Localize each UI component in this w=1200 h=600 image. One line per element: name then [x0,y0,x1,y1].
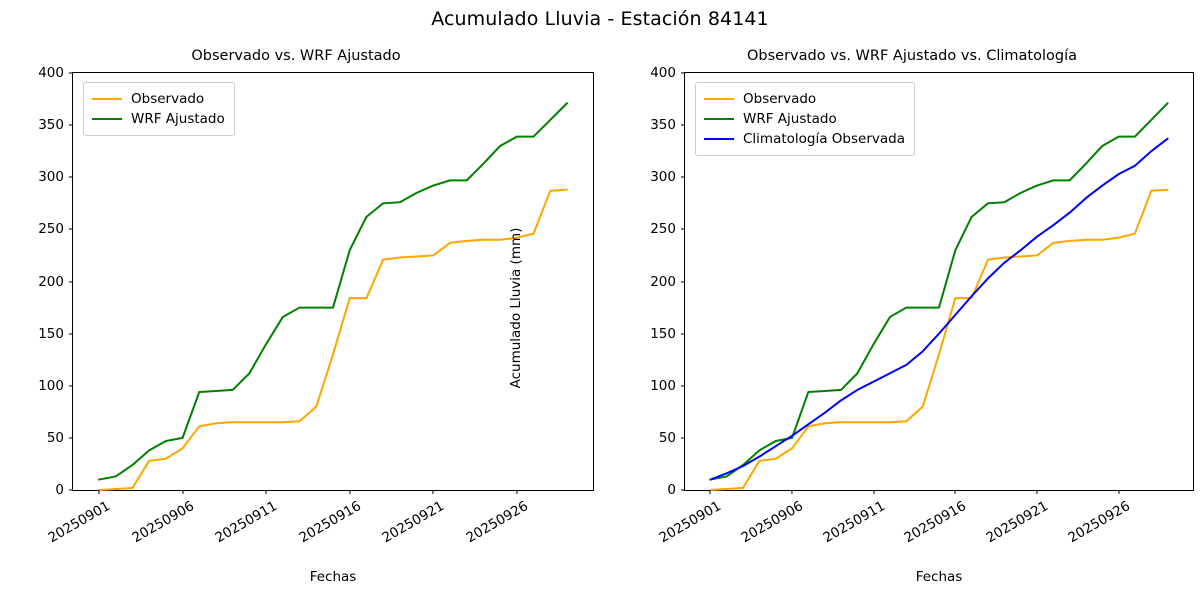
x-tick-label: 20250921 [379,498,448,547]
plot-lines-right [709,102,1169,491]
x-tick-label: 20250911 [820,498,888,547]
x-tick-label: 20250916 [901,498,970,547]
x-tick-label: 20250926 [463,498,531,547]
x-tick-label: 20250906 [129,498,197,547]
x-tick-mark [432,490,434,494]
legend-right: Observado WRF Ajustado Climatología Observ… [695,82,915,156]
legend-label: Observado [743,91,817,107]
y-tick-mark [681,437,685,439]
subplot-left-xlabel: Fechas [309,569,357,585]
y-tick-label: 0 [667,482,676,498]
legend-line-swatch [704,98,734,100]
legend-entry[interactable]: WRF Ajustado [92,109,225,129]
series-line [709,102,1169,481]
series-line [709,137,1169,481]
x-tick-label: 20250926 [1065,498,1133,547]
legend-label: Observado [131,91,205,107]
y-tick-mark [681,124,685,126]
legend-label: Climatología Observada [743,131,905,147]
x-tick-mark [954,490,956,494]
y-tick-label: 250 [38,221,64,238]
legend-entry[interactable]: Observado [704,89,905,109]
x-tick-mark [1118,490,1120,494]
x-tick-mark [516,490,518,494]
y-tick-label: 50 [46,429,64,446]
y-tick-label: 150 [650,325,676,342]
subplot-right-title: Observado vs. WRF Ajustado vs. Climatolo… [747,48,1077,64]
subplot-right-xlabel: Fechas [915,569,963,585]
y-tick-label: 150 [38,325,64,342]
x-tick-mark [265,490,267,494]
x-tick-mark [1036,490,1038,494]
x-tick-mark [182,490,184,494]
legend-line-swatch [92,118,122,120]
y-tick-mark [69,280,73,283]
y-tick-mark [681,333,685,335]
y-tick-mark [69,228,73,230]
subplot-right: Observado vs. WRF Ajustado vs. Climatolo… [508,0,1200,600]
x-tick-label: 20250911 [212,498,281,547]
x-tick-label: 20250906 [738,498,807,547]
y-tick-label: 300 [650,169,676,186]
y-tick-label: 400 [38,65,64,81]
series-line [709,188,1169,491]
y-tick-label: 200 [650,273,676,290]
y-tick-label: 50 [658,429,676,446]
y-tick-label: 350 [650,117,676,134]
y-tick-mark [69,124,73,126]
series-line [98,188,568,491]
x-tick-mark [349,490,351,494]
y-tick-label: 200 [38,273,64,290]
y-tick-mark [69,437,73,439]
y-tick-label: 100 [650,377,676,394]
y-tick-mark [69,176,73,178]
legend-left: Observado WRF Ajustado [83,82,235,136]
y-tick-label: 400 [650,65,676,81]
x-tick-mark [98,490,100,494]
y-tick-mark [681,176,685,178]
legend-entry[interactable]: Climatología Observada [704,129,905,149]
legend-line-swatch [704,118,734,120]
x-tick-label: 20250901 [45,498,113,547]
x-tick-mark [791,490,793,494]
y-tick-mark [69,489,73,491]
x-tick-label: 20250921 [983,498,1051,547]
y-tick-mark [69,333,73,335]
y-tick-mark [69,385,73,387]
legend-line-swatch [704,138,734,140]
x-tick-mark [873,490,875,494]
plot-area-right: Observado WRF Ajustado Climatología Observ… [650,65,1194,546]
legend-line-swatch [92,98,122,100]
series-line [98,102,568,481]
legend-label: WRF Ajustado [131,111,225,127]
y-tick-label: 100 [38,377,64,394]
legend-entry[interactable]: Observado [92,89,225,109]
y-tick-mark [681,385,685,387]
legend-entry[interactable]: WRF Ajustado [704,109,905,129]
x-tick-mark [709,490,711,494]
y-tick-mark [681,280,685,283]
figure-title: Acumulado Lluvia - Estación 84141 [431,8,769,30]
subplot-left: Observado vs. WRF Ajustado Acumulado Llu… [38,48,594,585]
y-tick-mark [681,72,685,74]
y-tick-mark [681,228,685,230]
y-tick-label: 300 [38,169,64,186]
legend-label: WRF Ajustado [743,111,837,127]
x-tick-label: 20250901 [656,498,725,547]
subplot-left-title: Observado vs. WRF Ajustado [191,48,401,64]
plot-area-left: Observado WRF Ajustado 0 50 100 150 200 250 300… [38,65,594,546]
y-tick-label: 0 [55,482,64,498]
y-tick-mark [681,489,685,491]
y-tick-label: 250 [650,221,676,238]
y-tick-label: 350 [38,117,64,134]
plot-lines-left [98,102,568,491]
x-tick-label: 20250916 [296,498,364,547]
y-tick-mark [69,72,73,74]
subplot-right-ylabel: Acumulado Lluvia (mm) [508,227,524,389]
